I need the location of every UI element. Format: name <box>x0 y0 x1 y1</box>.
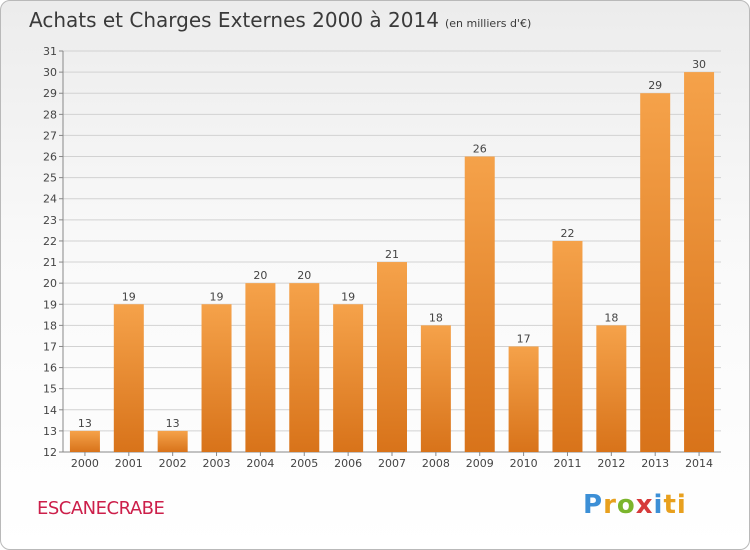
y-tick-label: 23 <box>43 214 57 227</box>
y-tick-label: 12 <box>43 446 57 459</box>
y-tick-label: 31 <box>43 45 57 58</box>
bar-value-label: 18 <box>429 311 443 324</box>
bars <box>69 72 715 453</box>
bar <box>552 240 583 452</box>
bar <box>377 262 407 452</box>
y-tick-label: 19 <box>43 298 57 311</box>
x-tick-label: 2008 <box>422 457 450 470</box>
bar-value-label: 17 <box>517 332 531 345</box>
bar <box>420 325 451 452</box>
bar <box>289 283 320 452</box>
logo-letter: o <box>616 490 636 520</box>
x-tick-label: 2010 <box>510 457 538 470</box>
y-tick-label: 21 <box>43 256 57 269</box>
bar-value-label: 21 <box>385 248 399 261</box>
x-tick-label: 2012 <box>597 457 625 470</box>
x-tick-label: 2003 <box>203 457 231 470</box>
bar <box>684 72 715 453</box>
chart-title-text: Achats et Charges Externes 2000 à 2014 <box>29 8 439 32</box>
x-tick-label: 2013 <box>641 457 669 470</box>
bar <box>508 346 539 452</box>
bar-value-label: 13 <box>166 417 180 430</box>
y-tick-label: 24 <box>43 193 57 206</box>
bar-value-label: 30 <box>692 58 706 71</box>
bar-value-label: 19 <box>210 290 224 303</box>
bar-value-label: 29 <box>648 79 662 92</box>
y-tick-label: 14 <box>43 404 57 417</box>
y-tick-label: 18 <box>43 319 57 332</box>
x-tick-label: 2006 <box>334 457 362 470</box>
x-tick-label: 2014 <box>685 457 713 470</box>
bar <box>333 304 364 452</box>
bar-value-label: 20 <box>253 269 267 282</box>
logo-letter: ti <box>663 490 687 520</box>
y-tick-label: 13 <box>43 425 57 438</box>
bar <box>201 304 232 452</box>
x-tick-label: 2000 <box>71 457 99 470</box>
bar <box>464 156 495 453</box>
proxiti-logo: Proxiti <box>583 490 687 520</box>
logo-letter: x <box>635 490 654 520</box>
x-tick-label: 2009 <box>466 457 494 470</box>
y-tick-label: 30 <box>43 66 57 79</box>
bar-value-label: 22 <box>560 227 574 240</box>
bar <box>245 283 276 452</box>
y-tick-label: 22 <box>43 235 57 248</box>
x-tick-label: 2001 <box>115 457 143 470</box>
x-tick-label: 2007 <box>378 457 406 470</box>
bar-value-label: 13 <box>78 417 92 430</box>
logo-letter: r <box>603 490 617 520</box>
x-tick-label: 2005 <box>290 457 318 470</box>
bar <box>596 325 627 452</box>
x-tick-label: 2002 <box>159 457 187 470</box>
bar <box>69 430 100 452</box>
x-tick-label: 2004 <box>246 457 274 470</box>
chart-title: Achats et Charges Externes 2000 à 2014 (e… <box>29 8 531 32</box>
y-tick-label: 20 <box>43 277 57 290</box>
bar <box>640 93 671 453</box>
y-tick-label: 27 <box>43 129 57 142</box>
y-tick-label: 28 <box>43 108 57 121</box>
bar-value-label: 19 <box>122 290 136 303</box>
y-tick-label: 17 <box>43 340 57 353</box>
y-tick-label: 29 <box>43 87 57 100</box>
bar-value-label: 19 <box>341 290 355 303</box>
commune-name: ESCANECRABE <box>37 498 165 519</box>
logo-letter: P <box>583 490 604 520</box>
y-tick-label: 25 <box>43 172 57 185</box>
y-tick-label: 15 <box>43 383 57 396</box>
logo-letter: i <box>653 490 664 520</box>
x-tick-label: 2011 <box>553 457 581 470</box>
data-labels: 13 19 13 19 20 20 19 21 18 26 17 22 18 29 30 <box>78 58 706 430</box>
chart-units: (en milliers d'€) <box>444 17 532 30</box>
y-tick-label: 16 <box>43 362 57 375</box>
bar-value-label: 18 <box>604 311 618 324</box>
bar-value-label: 20 <box>297 269 311 282</box>
bar-value-label: 26 <box>473 143 487 156</box>
bar <box>113 304 144 452</box>
y-tick-label: 26 <box>43 151 57 164</box>
bar <box>157 430 188 452</box>
